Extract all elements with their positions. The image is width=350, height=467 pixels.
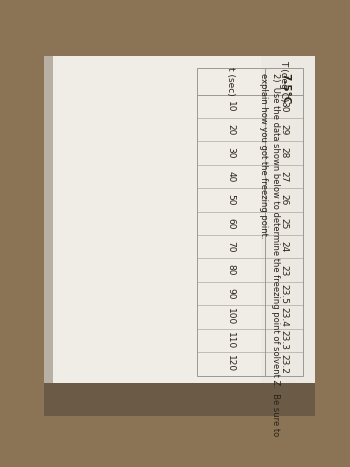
Text: 120: 120 — [226, 355, 236, 373]
Text: 25: 25 — [280, 218, 288, 229]
Text: 23.2: 23.2 — [280, 354, 288, 374]
Text: 80: 80 — [226, 264, 236, 276]
Text: 2)  Use the data shown below to determine the freezing point of solvent Z.  Be s: 2) Use the data shown below to determine… — [259, 73, 280, 436]
Text: 26: 26 — [280, 194, 288, 205]
Text: 100: 100 — [226, 308, 236, 325]
Text: 10: 10 — [226, 100, 236, 112]
Text: 23.4: 23.4 — [280, 307, 288, 327]
Text: 29: 29 — [280, 124, 288, 135]
Text: 28: 28 — [280, 148, 288, 159]
Text: 50: 50 — [226, 194, 236, 205]
Text: T (deg C): T (deg C) — [280, 60, 288, 102]
Text: 23.3: 23.3 — [280, 331, 288, 350]
Text: 23.5: 23.5 — [280, 283, 288, 304]
Text: 7.5°C: 7.5°C — [280, 73, 290, 104]
Text: 20: 20 — [226, 124, 236, 135]
Bar — [44, 56, 53, 383]
Text: 30: 30 — [280, 100, 288, 112]
Bar — [197, 68, 303, 375]
Text: 90: 90 — [226, 288, 236, 299]
Bar — [261, 56, 315, 383]
Text: 27: 27 — [280, 171, 288, 182]
Text: 24: 24 — [280, 241, 288, 252]
Text: t (sec): t (sec) — [226, 67, 236, 95]
Text: 70: 70 — [226, 241, 236, 253]
Text: 23: 23 — [280, 264, 288, 276]
Text: 30: 30 — [226, 148, 236, 159]
Text: 60: 60 — [226, 218, 236, 229]
Text: 40: 40 — [226, 171, 236, 182]
Bar — [44, 380, 315, 416]
Text: 110: 110 — [226, 332, 236, 349]
